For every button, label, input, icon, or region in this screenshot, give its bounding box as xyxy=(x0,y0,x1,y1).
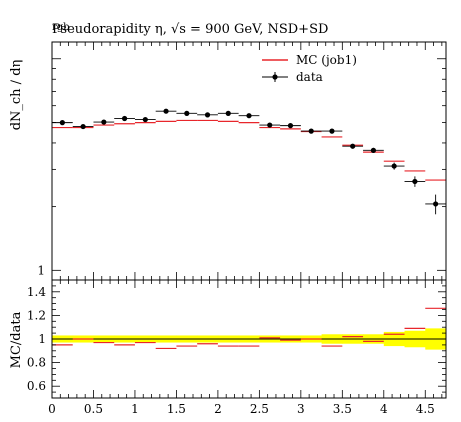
data-point xyxy=(59,120,65,126)
main-y-axis-label: dN_ch / dη xyxy=(9,60,24,131)
data-point xyxy=(370,147,377,153)
legend-mc-label: MC (job1) xyxy=(296,53,357,67)
ratio-y-tick-labels: 0.6 0.8 1 1.2 1.4 xyxy=(27,285,46,393)
data-series xyxy=(52,108,446,215)
ratio-y-tick-label: 0.6 xyxy=(27,379,46,393)
x-tick-label: 3.5 xyxy=(333,402,352,416)
x-tick-label: 0.5 xyxy=(84,402,103,416)
ratio-y-tick-label: 1.2 xyxy=(27,308,46,322)
x-tick-label: 4 xyxy=(380,402,388,416)
data-point xyxy=(225,110,231,116)
ratio-axis-ticks xyxy=(51,279,446,399)
ratio-y-axis-label: MC/data xyxy=(9,311,24,368)
chart-title: Pseudorapidity η, √s = 900 GeV, NSD+SD xyxy=(52,22,328,37)
x-tick-label: 3 xyxy=(297,402,305,416)
chart-title-prefix: rgb xyxy=(52,22,70,33)
legend: MC (job1) data xyxy=(262,53,357,84)
x-tick-label: 2 xyxy=(214,402,222,416)
data-point xyxy=(308,128,314,134)
x-tick-label: 0 xyxy=(48,402,56,416)
x-tick-label: 1.5 xyxy=(167,402,186,416)
x-tick-label: 4.5 xyxy=(416,402,435,416)
data-point xyxy=(80,123,86,130)
legend-data-label: data xyxy=(296,70,323,84)
ratio-y-tick-label: 1 xyxy=(38,332,46,346)
x-tick-label: 1 xyxy=(131,402,139,416)
ratio-panel: 0.6 0.8 1 1.2 1.4 0 0.5 1 1.5 2 2.5 3 3.5 4 4.5 xyxy=(27,279,447,416)
main-panel: 1 xyxy=(37,41,447,281)
ratio-y-tick-label: 0.8 xyxy=(27,356,46,370)
ratio-series xyxy=(52,307,446,350)
data-point xyxy=(246,113,252,119)
main-y-tick-label: 1 xyxy=(37,263,45,277)
data-point xyxy=(287,123,294,129)
data-point xyxy=(350,143,356,149)
data-point xyxy=(267,122,273,128)
data-point xyxy=(121,115,128,122)
data-point xyxy=(142,116,148,123)
data-point xyxy=(391,163,397,169)
x-tick-label: 2.5 xyxy=(250,402,269,416)
mc-series xyxy=(52,119,446,181)
legend-data-swatch-marker xyxy=(272,74,278,80)
data-point xyxy=(184,110,190,116)
data-point xyxy=(433,201,439,207)
x-tick-labels: 0 0.5 1 1.5 2 2.5 3 3.5 4 4.5 xyxy=(48,402,435,416)
data-point xyxy=(101,119,107,125)
main-axis-ticks xyxy=(51,42,446,280)
data-point xyxy=(412,178,418,185)
data-point xyxy=(329,128,335,134)
data-point xyxy=(163,108,169,114)
data-point xyxy=(204,112,211,118)
ratio-y-tick-label: 1.4 xyxy=(27,285,46,299)
ratio-plot-frame xyxy=(51,279,447,399)
